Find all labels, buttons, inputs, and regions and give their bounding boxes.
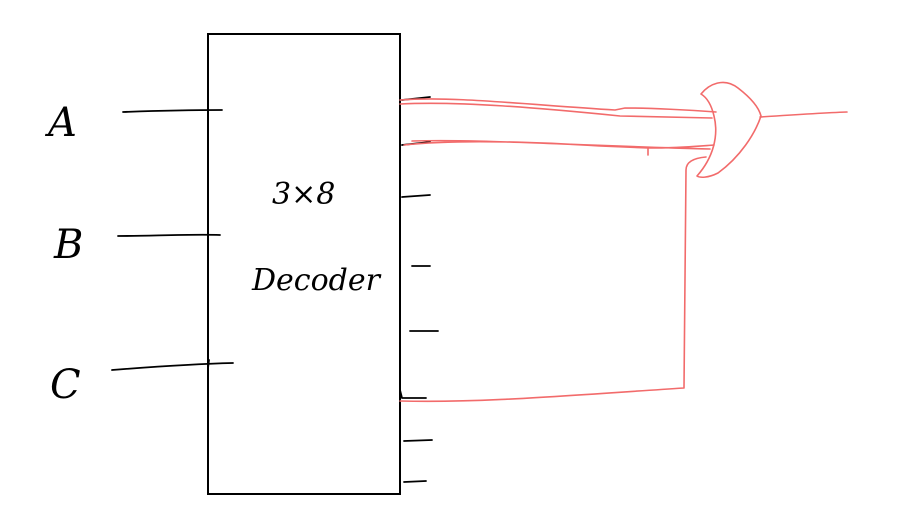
- wire-output-1-to-or: [403, 139, 715, 156]
- wire-output-5-to-or: [399, 156, 707, 403]
- or-output-wire: [759, 111, 848, 118]
- decoder-block: [207, 33, 401, 495]
- decoder-name-label: Decoder: [251, 263, 382, 298]
- input-tick-c: [207, 359, 210, 369]
- or-gate-symbol: [696, 81, 762, 179]
- input-label-c: C: [50, 362, 81, 408]
- input-line-a: [122, 109, 223, 113]
- input-line-b: [117, 233, 221, 237]
- output-line-2: [401, 194, 431, 198]
- input-line-c: [111, 362, 234, 371]
- decoder-size-label: 3×8: [272, 177, 335, 212]
- input-label-b: B: [53, 222, 83, 268]
- output-line-7: [403, 480, 427, 483]
- output-line-5: [399, 389, 427, 399]
- wire-output-0-to-or: [399, 98, 717, 119]
- input-label-a: A: [44, 100, 77, 146]
- output-line-6: [403, 439, 433, 442]
